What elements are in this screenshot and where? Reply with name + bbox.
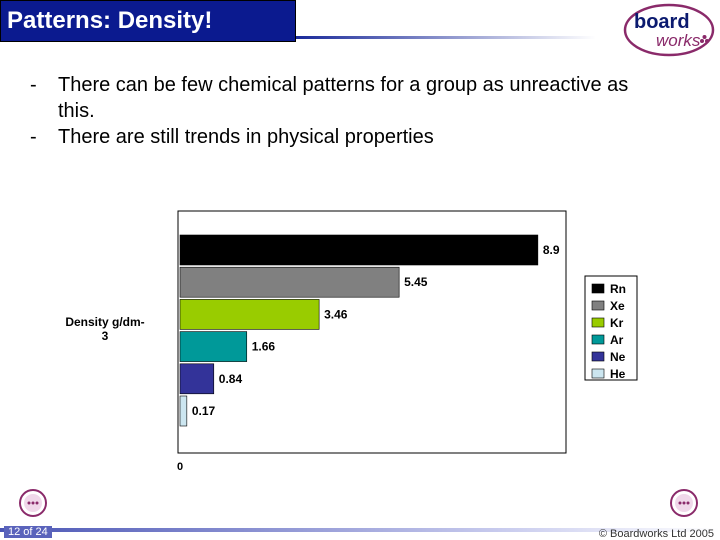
bullet-text: There can be few chemical patterns for a… bbox=[58, 74, 629, 122]
y-axis-label-line: Density g/dm- bbox=[65, 315, 144, 329]
title-bar: Patterns: Density! bbox=[0, 0, 296, 42]
legend-label: Xe bbox=[610, 299, 625, 313]
copyright: © Boardworks Ltd 2005 bbox=[598, 528, 714, 540]
y-axis-label-line: 3 bbox=[102, 329, 109, 343]
bar-ar bbox=[179, 331, 248, 362]
legend: Rn Xe Kr Ar Ne He bbox=[584, 275, 638, 381]
bar-value-label: 3.46 bbox=[324, 307, 348, 321]
footer-bar bbox=[0, 528, 720, 532]
logo-line2: works bbox=[656, 31, 701, 50]
legend-swatch-he bbox=[591, 368, 605, 379]
legend-swatch-xe bbox=[591, 300, 605, 311]
bullet-item: - There can be few chemical patterns for… bbox=[30, 72, 650, 124]
x-tick-label: 0 bbox=[177, 461, 183, 473]
bar-value-label: 8.9 bbox=[543, 243, 560, 257]
bar-he bbox=[179, 395, 188, 427]
bar-ne bbox=[179, 363, 215, 395]
bullet-dash: - bbox=[30, 74, 37, 96]
legend-swatch-ne bbox=[591, 351, 605, 362]
bar-xe bbox=[179, 266, 400, 298]
plot-area bbox=[177, 210, 567, 454]
legend-label: He bbox=[610, 367, 626, 381]
bar-value-label: 1.66 bbox=[252, 340, 276, 354]
legend-box bbox=[584, 275, 638, 381]
bullet-text: There are still trends in physical prope… bbox=[58, 126, 434, 148]
legend-swatch-kr bbox=[591, 317, 605, 328]
bullet-list: - There can be few chemical patterns for… bbox=[30, 72, 650, 150]
legend-label: Ar bbox=[610, 333, 624, 347]
bullet-dash: - bbox=[30, 126, 37, 148]
bar-value-label: 0.17 bbox=[192, 404, 216, 418]
bar-value-label: 0.84 bbox=[219, 372, 243, 386]
legend-label: Kr bbox=[610, 316, 624, 330]
legend-label: Rn bbox=[610, 282, 626, 296]
bar-value-label: 5.45 bbox=[404, 275, 428, 289]
boardworks-logo: board works bbox=[623, 3, 715, 57]
bullet-item: - There are still trends in physical pro… bbox=[30, 124, 650, 150]
bar-kr bbox=[179, 299, 320, 330]
slide-number: 12 of 24 bbox=[4, 526, 52, 538]
y-axis-label: Density g/dm-3 bbox=[65, 315, 144, 343]
previous-slide-button[interactable] bbox=[18, 488, 48, 518]
bar-rn bbox=[179, 234, 539, 266]
legend-swatch-ar bbox=[591, 334, 605, 345]
legend-swatch-rn bbox=[591, 283, 605, 294]
logo-line1: board bbox=[634, 11, 690, 33]
legend-label: Ne bbox=[610, 350, 626, 364]
page-title: Patterns: Density! bbox=[7, 7, 213, 34]
next-slide-button[interactable] bbox=[669, 488, 699, 518]
title-underline bbox=[296, 36, 596, 39]
